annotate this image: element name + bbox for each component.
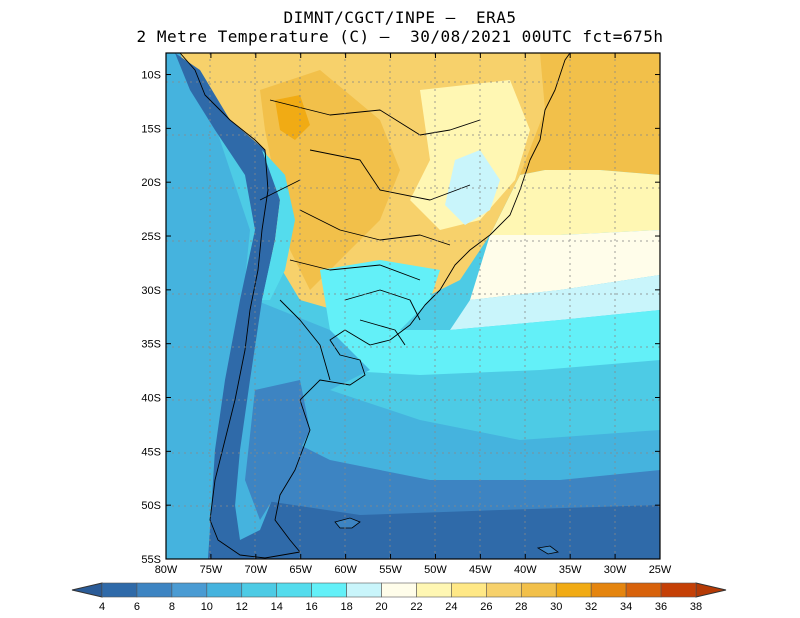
colorbar-low-arrow [71, 582, 103, 598]
lon-label: 80W [155, 564, 178, 576]
colorbar-swatch [520, 582, 557, 598]
andes-cold [175, 53, 280, 559]
colorbar-swatch [625, 582, 662, 598]
colorbar-label: 18 [340, 601, 352, 613]
colorbar-swatch [136, 582, 173, 598]
colorbar-label: 34 [620, 601, 632, 613]
lat-label: 25S [141, 231, 161, 243]
colorbar-label: 16 [306, 601, 318, 613]
colorbar-label: 30 [550, 601, 562, 613]
colorbar-label: 26 [480, 601, 492, 613]
lon-label: 25W [649, 564, 672, 576]
lon-label: 30W [604, 564, 627, 576]
colorbar-label: 28 [515, 601, 527, 613]
colorbar-high-arrow [695, 582, 727, 598]
colorbar-label: 38 [690, 601, 702, 613]
falkland-islands [334, 517, 361, 529]
lon-label: 65W [289, 564, 312, 576]
colorbar-swatch [346, 582, 382, 598]
southern-ocean-cold-3 [166, 470, 660, 559]
lon-label: 70W [245, 564, 268, 576]
colorbar-label: 4 [99, 601, 105, 613]
chart-title-line2: 2 Metre Temperature (C) — 30/08/2021 00U… [136, 27, 664, 46]
lat-label: 30S [141, 285, 161, 297]
lat-label: 10S [141, 70, 161, 82]
warm-ocean-northeast [520, 53, 660, 175]
colorbar-swatch [311, 582, 347, 598]
colorbar-swatch [451, 582, 487, 598]
map-frame [165, 52, 661, 560]
colorbar-label: 8 [169, 601, 175, 613]
colorbar-label: 24 [445, 601, 457, 613]
patagonia-colder [245, 380, 310, 520]
colorbar-swatch [241, 582, 278, 598]
pale-ocean-band [450, 275, 660, 330]
colorbar-swatch [416, 582, 452, 598]
colorbar-label: 36 [655, 601, 667, 613]
grid-lines [166, 53, 660, 559]
lon-label: 50W [424, 564, 447, 576]
latitude-labels: 10S 15S 20S 25S 30S 35S 40S 45S 50S 55S [141, 70, 161, 566]
pacific-ocean [166, 53, 250, 559]
coastlines [179, 53, 571, 559]
lat-label: 50S [141, 500, 161, 512]
colorbar-swatch [486, 582, 522, 598]
colorbar-swatch [276, 582, 312, 598]
colorbar-label: 12 [236, 601, 248, 613]
lat-label: 55S [141, 554, 161, 566]
lon-label: 75W [200, 564, 223, 576]
colorbar-swatch [101, 582, 138, 598]
colorbar-label: 6 [134, 601, 140, 613]
lat-label: 40S [141, 393, 161, 405]
southern-ocean-cyan [330, 310, 660, 375]
lat-label: 35S [141, 339, 161, 351]
lat-label: 15S [141, 123, 161, 135]
colorbar-label: 10 [201, 601, 213, 613]
lat-label: 20S [141, 177, 161, 189]
lon-label: 35W [559, 564, 582, 576]
pampas-cool [320, 260, 440, 345]
colorbar-swatch [206, 582, 243, 598]
colorbar-swatch [171, 582, 208, 598]
map-field [166, 53, 660, 559]
chart-title-line1: DIMNT/CGCT/INPE — ERA5 [283, 8, 517, 27]
colorbar-swatch [555, 582, 592, 598]
colorbar-swatch [590, 582, 627, 598]
lon-label: 55W [379, 564, 402, 576]
lon-label: 60W [334, 564, 357, 576]
lon-label: 45W [469, 564, 492, 576]
colorbar-label: 22 [410, 601, 422, 613]
colorbar-label: 32 [585, 601, 597, 613]
colorbar-label: 14 [271, 601, 283, 613]
colorbar-swatch [381, 582, 417, 598]
axis-ticks [165, 53, 661, 560]
hottest-region [275, 95, 310, 140]
lat-label: 45S [141, 446, 161, 458]
longitude-labels: 80W 75W 70W 65W 60W 55W 50W 45W 40W 35W 30W 25W [155, 564, 672, 576]
colorbar-swatch [660, 582, 697, 598]
mild-ocean-band [490, 170, 660, 235]
cool-ocean-band [470, 230, 660, 300]
colorbar-label: 20 [375, 601, 387, 613]
lon-label: 40W [514, 564, 537, 576]
colorbar: 4 6 8 10 12 14 16 18 20 22 24 26 28 30 32 34 36 38 [71, 582, 727, 613]
south-georgia [536, 545, 559, 555]
